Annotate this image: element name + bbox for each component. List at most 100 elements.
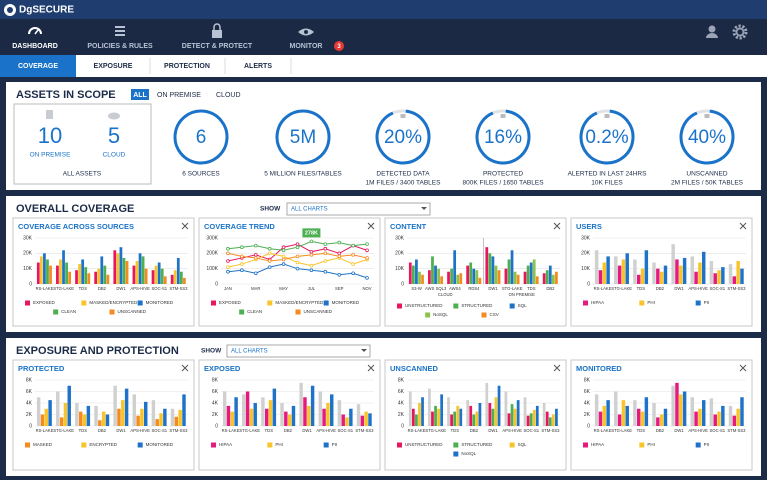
badge-count: 3 bbox=[337, 44, 341, 50]
bar bbox=[113, 250, 117, 284]
bar bbox=[132, 394, 136, 426]
bar bbox=[337, 400, 342, 426]
tab[interactable]: PROTECTION bbox=[164, 63, 210, 70]
nav-item[interactable]: MONITOR 3 bbox=[290, 28, 344, 52]
close-button[interactable] bbox=[181, 222, 189, 230]
dropdown[interactable] bbox=[286, 202, 431, 216]
x-tick-label: STG-LAKE bbox=[53, 286, 74, 291]
legend-swatch bbox=[583, 300, 588, 306]
bar bbox=[421, 397, 424, 426]
bar bbox=[466, 400, 470, 426]
nav-item[interactable]: DETECT & PROTECT bbox=[182, 23, 253, 50]
settings-button[interactable] bbox=[732, 24, 748, 40]
bar bbox=[159, 413, 163, 426]
filter[interactable]: ALL bbox=[133, 92, 147, 99]
bar bbox=[176, 257, 180, 284]
bar bbox=[230, 411, 235, 426]
x-tick-label: STM-SS3 bbox=[355, 428, 374, 433]
bar bbox=[135, 261, 139, 284]
x-tick-label: RS-LAKE bbox=[36, 286, 54, 291]
panel-title: OVERALL COVERAGE bbox=[16, 203, 134, 215]
point bbox=[365, 242, 369, 246]
legend-label: CLEAN bbox=[247, 309, 262, 314]
legend-swatch bbox=[239, 309, 245, 315]
bar bbox=[602, 262, 607, 284]
chart-title: COVERAGE TREND bbox=[204, 222, 275, 231]
point bbox=[323, 242, 328, 246]
tab[interactable]: EXPOSURE bbox=[94, 63, 133, 70]
bar bbox=[497, 385, 501, 426]
bar bbox=[160, 268, 164, 284]
user-button[interactable] bbox=[706, 25, 718, 39]
bar bbox=[431, 256, 434, 284]
point bbox=[226, 259, 230, 263]
filter[interactable]: ON PREMISE bbox=[157, 92, 201, 99]
y-tick-label: 300K bbox=[206, 235, 218, 241]
nav-item[interactable]: POLICIES & RULES bbox=[87, 26, 153, 50]
x-tick-label: TDS bbox=[637, 286, 646, 291]
tab[interactable]: ALERTS bbox=[244, 63, 272, 70]
x-tick-label: SOC-S1 bbox=[152, 428, 168, 433]
bar bbox=[437, 268, 440, 284]
legend-label: MASKED/ENCRYPTED bbox=[89, 300, 138, 305]
metric-value: 16% bbox=[484, 127, 522, 148]
bar bbox=[659, 414, 664, 426]
nav-item[interactable]: DASHBOARD bbox=[12, 27, 58, 50]
close-button[interactable] bbox=[181, 364, 189, 372]
bar bbox=[39, 256, 43, 284]
show-label: SHOW bbox=[201, 348, 222, 355]
bar bbox=[179, 271, 183, 284]
dropdown[interactable] bbox=[226, 344, 371, 358]
bar bbox=[299, 382, 303, 426]
legend-swatch bbox=[211, 300, 216, 306]
bar bbox=[633, 259, 637, 284]
bar bbox=[736, 261, 740, 284]
close-button[interactable] bbox=[553, 364, 561, 372]
legend-label: PII bbox=[704, 442, 710, 447]
x-tick-label: STG-LAKE bbox=[425, 428, 446, 433]
point bbox=[240, 254, 244, 259]
bar bbox=[450, 268, 453, 284]
close-button[interactable] bbox=[367, 364, 375, 372]
legend-label: UNSCANNED bbox=[304, 309, 333, 314]
bar bbox=[140, 408, 144, 426]
close-button[interactable] bbox=[739, 364, 747, 372]
x-tick-label: APS-HIVE bbox=[130, 428, 150, 433]
close-button[interactable] bbox=[553, 222, 561, 230]
point bbox=[309, 268, 314, 273]
tab-active[interactable] bbox=[0, 55, 76, 77]
legend-swatch bbox=[53, 309, 59, 315]
bar bbox=[656, 268, 660, 284]
legend-swatch bbox=[137, 300, 143, 306]
x-tick-label: RS-LAKE bbox=[36, 428, 54, 433]
close-button[interactable] bbox=[739, 222, 747, 230]
nav-bar bbox=[0, 19, 767, 55]
point bbox=[337, 240, 342, 245]
legend-swatch bbox=[81, 442, 87, 448]
legend-swatch bbox=[267, 442, 273, 448]
bar bbox=[59, 417, 64, 426]
nav-label: DETECT & PROTECT bbox=[182, 43, 253, 50]
bar bbox=[614, 391, 618, 426]
bar bbox=[63, 403, 68, 426]
bar bbox=[245, 391, 250, 426]
point bbox=[267, 246, 272, 251]
point bbox=[365, 256, 369, 260]
filter-active[interactable] bbox=[131, 89, 149, 100]
point bbox=[309, 263, 314, 268]
tab[interactable]: COVERAGE bbox=[18, 63, 58, 70]
nav-icon bbox=[304, 30, 308, 34]
y-tick-label: 0 bbox=[401, 281, 404, 287]
bar bbox=[728, 405, 733, 426]
bar bbox=[249, 408, 254, 426]
bar bbox=[488, 403, 492, 426]
bar bbox=[101, 411, 106, 426]
bar bbox=[690, 256, 694, 284]
bar bbox=[535, 405, 539, 426]
y-tick-label: 10K bbox=[395, 266, 405, 272]
x-tick-label: DW1 bbox=[488, 428, 498, 433]
bar bbox=[155, 419, 159, 426]
point bbox=[351, 271, 355, 276]
filter[interactable]: CLOUD bbox=[216, 92, 241, 99]
close-button[interactable] bbox=[367, 222, 375, 230]
